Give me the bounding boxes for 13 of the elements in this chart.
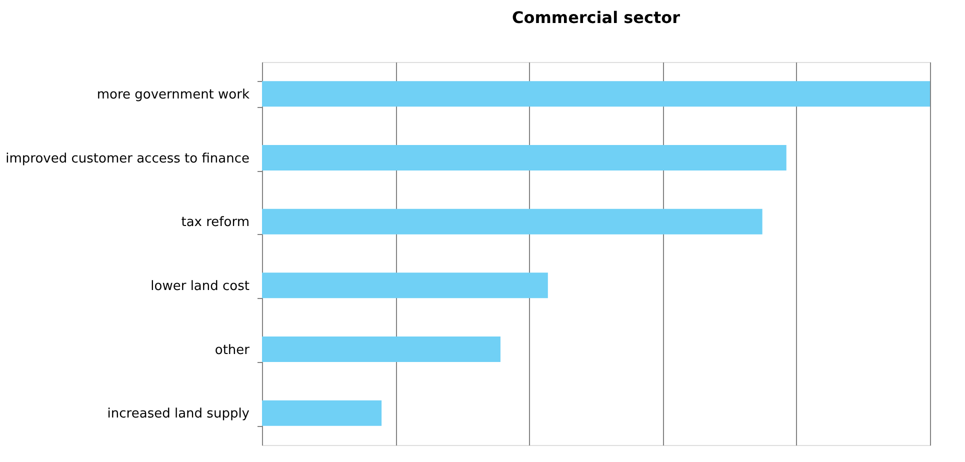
bar [262, 144, 786, 171]
y-tick-label: more government work [96, 87, 250, 102]
bar [262, 336, 500, 362]
y-tick-label: other [214, 342, 250, 358]
y-tick-label: improved customer access to finance [6, 151, 250, 166]
chart-title: Commercial sector [512, 8, 680, 27]
bar [262, 400, 382, 426]
bar [262, 208, 762, 234]
y-tick-label: increased land supply [107, 406, 250, 422]
y-tick-label: lower land cost [150, 278, 250, 294]
bar [262, 272, 548, 298]
bar [262, 81, 930, 107]
y-tick-label: tax reform [181, 215, 250, 230]
